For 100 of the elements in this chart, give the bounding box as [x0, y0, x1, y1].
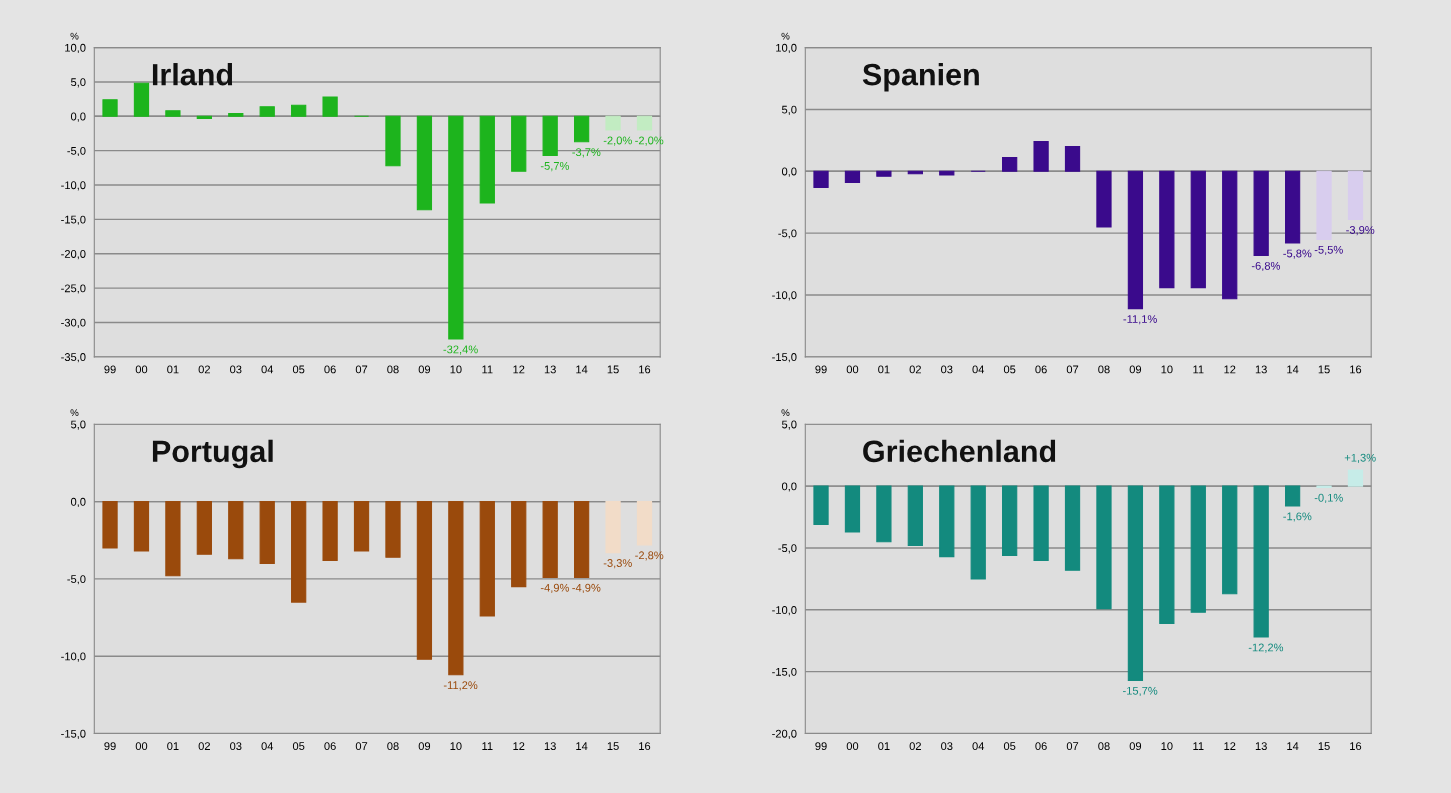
data-label: -5,8% — [1283, 249, 1312, 259]
data-label: -11,1% — [1123, 315, 1157, 325]
x-tick-label: 14 — [1287, 742, 1299, 750]
x-tick-label: 11 — [1193, 365, 1204, 374]
x-tick-label: 01 — [878, 742, 890, 751]
x-tick-label: 03 — [941, 365, 953, 374]
y-tick-label: 10,0 — [776, 43, 797, 54]
bar — [1002, 157, 1018, 172]
data-label: -4,9% — [540, 583, 569, 593]
x-tick-label: 00 — [135, 365, 148, 374]
x-tick-label: 10 — [450, 742, 462, 751]
y-tick-label: -25,0 — [61, 284, 86, 294]
x-tick-label: 02 — [198, 742, 210, 751]
x-tick-label: 06 — [324, 742, 336, 751]
data-label: -11,2% — [443, 681, 478, 691]
y-tick-label: -15,0 — [772, 667, 797, 678]
y-tick-label: 0,0 — [781, 167, 797, 177]
x-tick-label: 11 — [482, 742, 493, 750]
y-axis-title: % — [781, 409, 790, 417]
bar — [573, 115, 590, 143]
x-tick-label: 04 — [261, 365, 274, 374]
data-label: -3,3% — [603, 559, 632, 569]
y-tick-label: 10,0 — [65, 43, 86, 54]
x-tick-label: 08 — [1098, 742, 1110, 751]
y-tick-label: -5,0 — [778, 544, 797, 554]
y-tick-label: -5,0 — [67, 575, 86, 585]
x-tick-label: 16 — [1350, 742, 1362, 751]
x-tick-label: 15 — [1318, 742, 1330, 751]
x-tick-label: 07 — [355, 742, 368, 751]
x-tick-label: 16 — [639, 365, 651, 374]
y-tick-label: 0,0 — [70, 497, 86, 508]
x-tick-label: 01 — [167, 742, 179, 751]
x-tick-label: 08 — [387, 365, 399, 374]
x-tick-label: 16 — [639, 742, 651, 751]
y-tick-label: -10,0 — [61, 652, 86, 662]
data-label: -5,5% — [1314, 245, 1343, 255]
x-tick-label: 16 — [1350, 365, 1362, 374]
x-tick-label: 10 — [450, 365, 462, 374]
data-label: -2,0% — [603, 136, 632, 146]
y-axis-title: % — [781, 32, 790, 40]
bar — [385, 115, 401, 167]
chart-title: Irland — [152, 63, 233, 86]
x-tick-label: 00 — [846, 365, 859, 374]
bar — [1064, 145, 1081, 172]
y-tick-label: -10,0 — [61, 181, 86, 191]
bar — [196, 115, 212, 119]
data-label: -12,2% — [1248, 643, 1284, 653]
data-label: -4,9% — [572, 583, 601, 593]
x-tick-label: 04 — [972, 365, 985, 374]
bar — [322, 96, 338, 117]
bar — [165, 110, 181, 117]
x-tick-label: 10 — [1161, 365, 1173, 374]
x-tick-label: 01 — [878, 365, 890, 374]
y-tick-label: -5,0 — [778, 229, 797, 239]
data-label: -2,0% — [635, 136, 664, 146]
x-tick-label: 00 — [135, 742, 148, 751]
x-tick-label: 12 — [1224, 742, 1236, 750]
y-tick-label: 5,0 — [70, 420, 86, 430]
x-tick-label: 11 — [1193, 742, 1204, 750]
x-tick-label: 12 — [513, 365, 525, 374]
x-tick-label: 07 — [1066, 742, 1079, 751]
x-tick-label: 99 — [815, 742, 827, 751]
y-tick-label: -35,0 — [61, 353, 86, 363]
x-tick-label: 11 — [482, 365, 493, 374]
x-tick-label: 09 — [418, 742, 431, 751]
x-tick-label: 04 — [972, 742, 985, 751]
bar — [844, 170, 861, 183]
y-tick-label: -10,0 — [772, 606, 797, 616]
x-tick-label: 06 — [1035, 742, 1047, 751]
x-tick-label: 10 — [1161, 742, 1173, 751]
x-tick-label: 13 — [1255, 742, 1267, 751]
data-label: -1,6% — [1283, 512, 1312, 522]
bar — [1222, 170, 1238, 300]
chart-title: Griechenland — [863, 439, 1056, 463]
bar — [876, 170, 892, 177]
y-tick-label: -10,0 — [772, 291, 797, 301]
bar — [1284, 170, 1301, 244]
x-tick-label: 05 — [292, 365, 305, 374]
x-tick-label: 08 — [1098, 365, 1110, 374]
x-tick-label: 01 — [167, 365, 179, 374]
bar — [228, 113, 244, 117]
x-tick-label: 07 — [355, 365, 368, 374]
x-tick-label: 13 — [544, 742, 556, 751]
data-label: -0,1% — [1314, 493, 1343, 504]
bar — [605, 115, 621, 131]
data-label: -3,9% — [1346, 226, 1375, 236]
x-tick-label: 99 — [815, 365, 827, 374]
bar — [1347, 170, 1364, 221]
data-label: -15,7% — [1123, 686, 1158, 696]
x-tick-label: 02 — [909, 365, 921, 374]
y-tick-label: -20,0 — [772, 729, 797, 739]
bar — [1033, 141, 1049, 172]
x-tick-label: 02 — [909, 742, 921, 751]
y-tick-label: -20,0 — [61, 250, 86, 260]
y-tick-label: 0,0 — [70, 112, 86, 122]
y-tick-label: -15,0 — [61, 729, 86, 739]
x-tick-label: 09 — [1129, 742, 1142, 751]
x-tick-label: 05 — [292, 742, 305, 751]
bar — [636, 115, 653, 131]
bar — [448, 115, 464, 340]
